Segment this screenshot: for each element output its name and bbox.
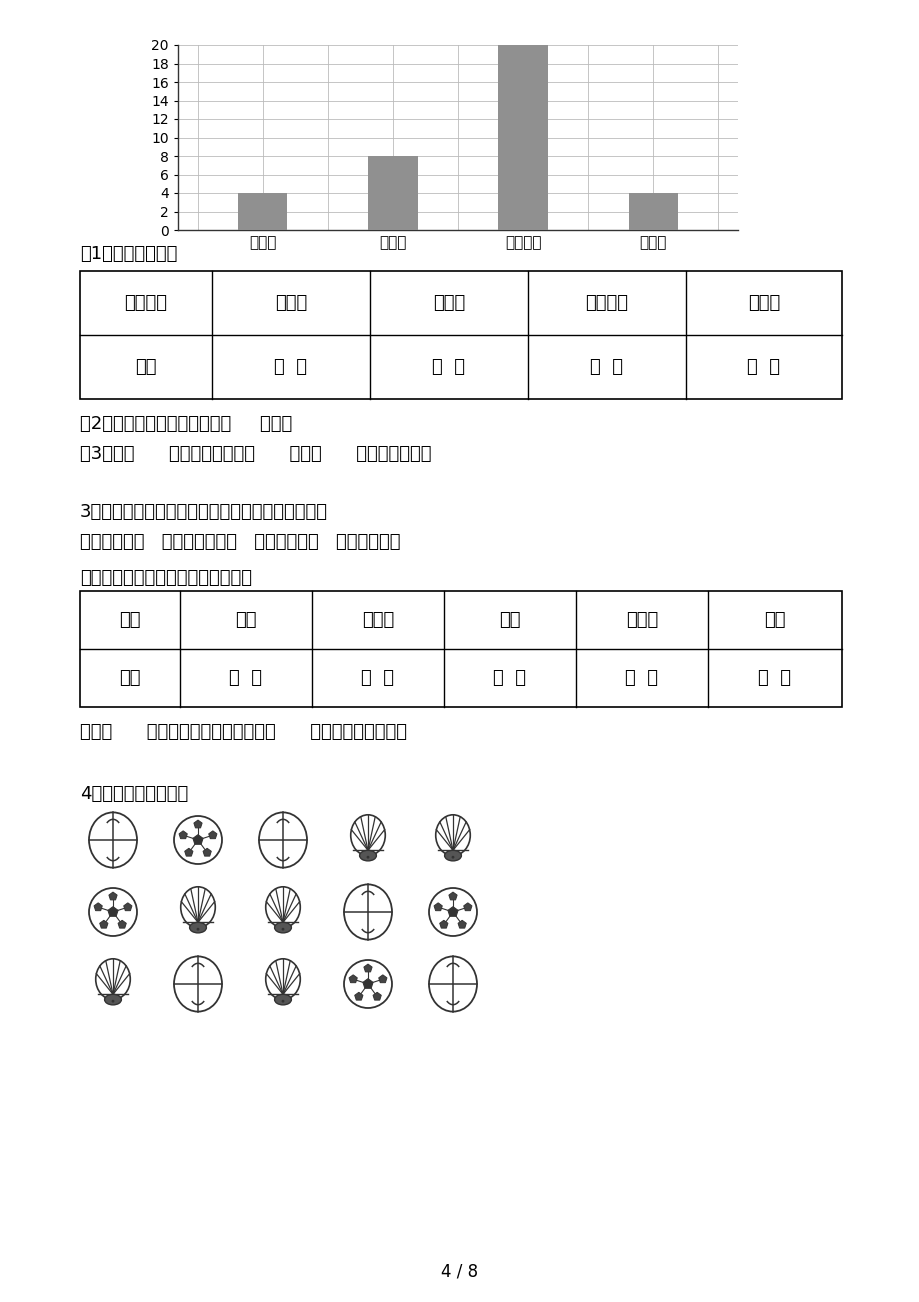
Bar	[238, 193, 287, 230]
Text: 合计: 合计	[764, 611, 785, 629]
Text: 植物园: 植物园	[275, 294, 307, 312]
Text: 把上面的数据填入表格并回答问题。: 把上面的数据填入表格并回答问题。	[80, 569, 252, 587]
Text: 海洋馆: 海洋馆	[747, 294, 779, 312]
Polygon shape	[94, 902, 102, 910]
Text: 跳绳: 跳绳	[235, 611, 256, 629]
Polygon shape	[355, 992, 362, 1000]
Ellipse shape	[359, 850, 376, 861]
Polygon shape	[123, 902, 131, 910]
Text: 跳高: 跳高	[499, 611, 520, 629]
Text: 人数: 人数	[119, 669, 141, 687]
Polygon shape	[118, 921, 126, 928]
Polygon shape	[448, 892, 457, 900]
Text: （  ）: （ ）	[493, 669, 526, 687]
Text: （  ）: （ ）	[746, 358, 779, 376]
Polygon shape	[434, 902, 442, 910]
Polygon shape	[379, 975, 387, 983]
Text: 跳绳：正正正   乒乓球：正正正   跳高：正正一   丢沙包：正正: 跳绳：正正正 乒乓球：正正正 跳高：正正一 丢沙包：正正	[80, 533, 400, 551]
Circle shape	[281, 928, 284, 931]
Polygon shape	[458, 921, 466, 928]
Polygon shape	[348, 975, 357, 983]
Circle shape	[111, 1000, 114, 1003]
Text: 景点名称: 景点名称	[124, 294, 167, 312]
Text: （  ）: （ ）	[757, 669, 790, 687]
Polygon shape	[439, 921, 448, 928]
Text: 动物园: 动物园	[433, 294, 465, 312]
Polygon shape	[108, 906, 118, 917]
Polygon shape	[209, 831, 217, 838]
Bar	[628, 193, 677, 230]
Polygon shape	[463, 902, 471, 910]
Polygon shape	[185, 849, 193, 857]
Text: （  ）: （ ）	[274, 358, 307, 376]
Ellipse shape	[274, 922, 291, 932]
Text: （  ）: （ ）	[625, 669, 658, 687]
Text: 项目: 项目	[119, 611, 141, 629]
Text: 4、看下面统计填表。: 4、看下面统计填表。	[80, 785, 188, 803]
Polygon shape	[179, 831, 187, 838]
Ellipse shape	[105, 995, 121, 1005]
Ellipse shape	[189, 922, 206, 932]
Circle shape	[197, 928, 199, 931]
Polygon shape	[364, 963, 371, 971]
Ellipse shape	[444, 850, 461, 861]
Polygon shape	[194, 820, 202, 828]
Ellipse shape	[274, 995, 291, 1005]
Text: 人数: 人数	[135, 358, 156, 376]
Text: （  ）: （ ）	[590, 358, 623, 376]
Text: 喜欢（      ）项目的人数最多，喜欢（      ）项目的人数最少。: 喜欢（ ）项目的人数最多，喜欢（ ）项目的人数最少。	[80, 723, 406, 741]
Text: （2）二（一）班一共有学生（     ）人。: （2）二（一）班一共有学生（ ）人。	[80, 415, 292, 434]
Bar	[368, 156, 417, 230]
Text: （  ）: （ ）	[229, 669, 262, 687]
Polygon shape	[203, 849, 211, 857]
Text: 乒乓球: 乒乓球	[361, 611, 393, 629]
Polygon shape	[108, 892, 117, 900]
Polygon shape	[363, 979, 372, 988]
Text: （  ）: （ ）	[361, 669, 394, 687]
Polygon shape	[99, 921, 108, 928]
Bar	[80, 591, 841, 707]
Text: （3）选（      ）人数最多，选（      ）和（      ）人数一样多。: （3）选（ ）人数最多，选（ ）和（ ）人数一样多。	[80, 445, 431, 464]
Circle shape	[451, 855, 454, 858]
Text: 水上乐园: 水上乐园	[584, 294, 628, 312]
Text: 4 / 8: 4 / 8	[441, 1263, 478, 1281]
Text: 丢沙包: 丢沙包	[625, 611, 657, 629]
Bar	[498, 46, 548, 230]
Circle shape	[281, 1000, 284, 1003]
Text: （1）完成统计表。: （1）完成统计表。	[80, 245, 177, 263]
Polygon shape	[448, 906, 458, 917]
Circle shape	[366, 855, 369, 858]
Polygon shape	[193, 835, 203, 844]
Polygon shape	[373, 992, 380, 1000]
Bar	[80, 271, 841, 398]
Text: （  ）: （ ）	[432, 358, 465, 376]
Text: 3、下面是二年级一班同学最喜欢的体育项目统计。: 3、下面是二年级一班同学最喜欢的体育项目统计。	[80, 503, 328, 521]
